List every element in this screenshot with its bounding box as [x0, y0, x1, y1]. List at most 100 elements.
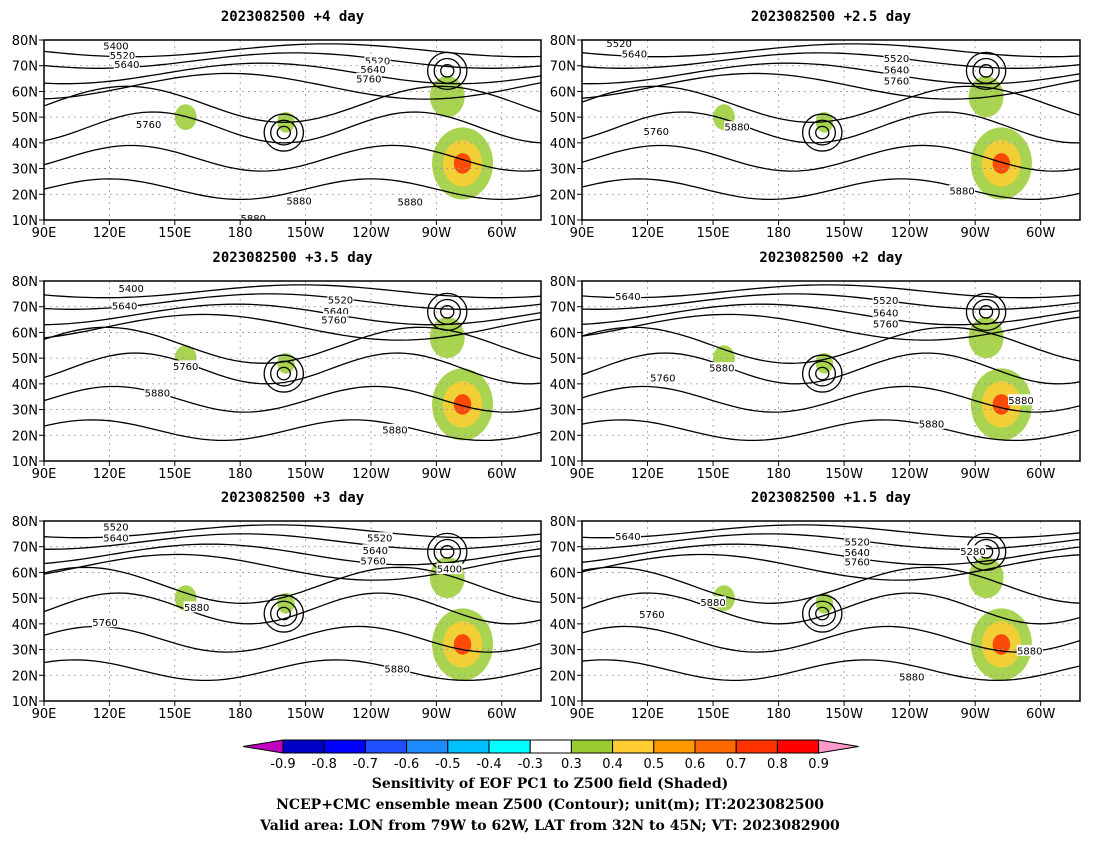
colorbar-low-triangle: [242, 739, 284, 754]
svg-text:5640: 5640: [360, 65, 385, 76]
caption-line-2: NCEP+CMC ensemble mean Z500 (Contour); u…: [276, 797, 824, 813]
svg-text:5640: 5640: [112, 301, 137, 312]
lon-tick-label: 120W: [891, 467, 929, 482]
z500-contour: [44, 543, 541, 566]
z500-contour: [582, 533, 1080, 550]
lat-tick-label: 60N: [12, 566, 38, 581]
contour-label: 5760: [172, 360, 199, 373]
lat-tick-label: 80N: [12, 34, 38, 49]
lon-tick-label: 150E: [158, 707, 191, 722]
colorbar-label: 0.8: [767, 757, 788, 772]
svg-text:5760: 5760: [173, 362, 198, 373]
lat-tick-label: 60N: [12, 326, 38, 341]
panel-title: 2023082500 +2.5 day: [751, 9, 912, 25]
lon-tick-label: 180: [228, 707, 253, 722]
svg-text:5640: 5640: [323, 307, 348, 318]
svg-text:5280: 5280: [960, 547, 985, 558]
contour-label: 5400: [118, 282, 145, 295]
shading-blob: [968, 317, 1004, 359]
contour-label: 5760: [355, 72, 382, 85]
svg-text:5760: 5760: [873, 319, 898, 330]
low-center-contour: [270, 360, 298, 387]
lon-tick-label: 60W: [1026, 467, 1056, 482]
svg-text:5640: 5640: [615, 532, 640, 543]
z500-contour: [582, 566, 1080, 604]
contour-label: 5640: [111, 299, 138, 312]
contour-label: 5880: [384, 663, 411, 676]
low-center-contour: [433, 298, 461, 325]
lon-tick-label: 150W: [825, 467, 863, 482]
lon-tick-label: 120W: [891, 707, 929, 722]
z500-contour: [44, 313, 541, 341]
lon-tick-label: 120W: [352, 467, 390, 482]
contour-label: 5640: [614, 290, 641, 303]
z500-contour: [44, 659, 541, 682]
contour-label: 5880: [724, 121, 751, 134]
lon-tick-label: 120E: [631, 467, 664, 482]
colorbar-swatch: [735, 739, 778, 754]
svg-text:5760: 5760: [639, 610, 664, 621]
svg-text:5520: 5520: [110, 51, 135, 62]
lat-tick-label: 50N: [12, 111, 38, 126]
z500-contour: [582, 293, 1080, 310]
contour-label: 5880: [240, 212, 267, 220]
lon-tick-label: 90W: [422, 467, 452, 482]
svg-text:5520: 5520: [367, 534, 392, 545]
low-center-contour: [440, 305, 455, 319]
lat-tick-label: 50N: [550, 592, 576, 607]
svg-text:5400: 5400: [437, 565, 462, 576]
lat-tick-label: 10N: [12, 455, 38, 470]
contour-label: 5760: [872, 317, 899, 330]
z500-contour: [44, 62, 541, 85]
low-center-contour: [808, 119, 837, 146]
lon-tick-label: 120E: [93, 467, 126, 482]
low-center-contour: [808, 360, 837, 387]
contour-label: 5640: [621, 47, 648, 60]
svg-text:5640: 5640: [873, 309, 898, 320]
contour-label: 5640: [362, 544, 389, 557]
panel-title: 2023082500 +1.5 day: [751, 490, 912, 506]
lon-tick-label: 120E: [631, 226, 664, 241]
low-center-contour: [426, 51, 468, 91]
contour-label: 5880: [949, 184, 976, 197]
lat-tick-label: 70N: [550, 60, 576, 75]
lat-tick-label: 30N: [550, 163, 576, 178]
lat-tick-label: 70N: [550, 301, 576, 316]
low-center-contour: [978, 64, 994, 78]
z500-contour: [44, 326, 541, 364]
lon-tick-label: 60W: [487, 707, 517, 722]
svg-text:5760: 5760: [644, 127, 669, 138]
svg-text:5880: 5880: [145, 389, 170, 400]
svg-text:5880: 5880: [949, 186, 974, 197]
contour-label: 5880: [1008, 394, 1035, 407]
panel-title: 2023082500 +3 day: [221, 490, 365, 506]
lon-tick-label: 90W: [960, 467, 990, 482]
contour-label: 5520: [327, 294, 354, 307]
panel-frame: [581, 39, 1081, 221]
lat-tick-label: 10N: [550, 214, 576, 229]
svg-text:5880: 5880: [700, 598, 725, 609]
low-center-contour: [263, 113, 305, 152]
svg-text:5640: 5640: [114, 60, 139, 71]
z500-contour: [582, 62, 1080, 85]
lon-tick-label: 150E: [697, 707, 730, 722]
panel-frame: [43, 520, 542, 702]
lat-tick-label: 20N: [550, 188, 576, 203]
panel-title: 2023082500 +4 day: [221, 9, 365, 25]
z500-contour: [582, 85, 1080, 123]
colorbar-swatch: [776, 739, 820, 754]
lon-tick-label: 150E: [697, 467, 730, 482]
panel-frame: [43, 39, 542, 221]
svg-text:5760: 5760: [356, 74, 381, 85]
contour-label: 5520: [102, 521, 129, 534]
z500-contour: [582, 385, 1080, 413]
contour-label: 5640: [102, 532, 129, 545]
z500-contour: [582, 592, 1080, 625]
contour-label: 5520: [844, 536, 871, 549]
svg-text:5880: 5880: [382, 425, 407, 436]
lon-tick-label: 90W: [960, 226, 990, 241]
z500-contour: [582, 72, 1080, 100]
lon-tick-label: 120E: [93, 707, 126, 722]
